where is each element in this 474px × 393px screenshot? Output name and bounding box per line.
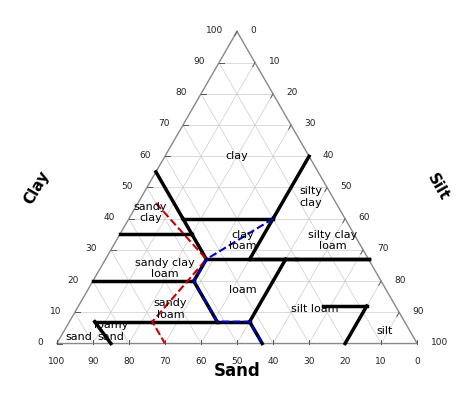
Text: 70: 70 [159,357,171,366]
Text: 40: 40 [104,213,115,222]
Text: 60: 60 [359,213,370,222]
Text: sandy
clay: sandy clay [134,202,167,223]
Text: 10: 10 [269,57,280,66]
Text: 40: 40 [267,357,279,366]
Text: silt: silt [376,326,393,336]
Text: 0: 0 [414,357,420,366]
Text: Clay: Clay [21,168,53,207]
Text: 50: 50 [122,182,133,191]
Text: 80: 80 [395,275,406,285]
Text: 70: 70 [377,244,388,253]
Text: clay: clay [226,151,248,161]
Text: 100: 100 [206,26,223,35]
Text: 80: 80 [176,88,187,97]
Text: loam: loam [228,285,256,296]
Text: sand: sand [65,332,92,342]
Text: 100: 100 [48,357,65,366]
Text: 40: 40 [323,151,334,160]
Text: 0: 0 [37,338,43,347]
Text: loamy
sand: loamy sand [94,320,128,342]
Text: 100: 100 [431,338,448,347]
Text: 30: 30 [86,244,97,253]
Text: 10: 10 [50,307,61,316]
Text: silt loam: silt loam [291,304,338,314]
Text: 90: 90 [87,357,99,366]
Text: 20: 20 [68,275,79,285]
Text: silty
clay: silty clay [300,186,322,208]
Text: Sand: Sand [214,362,260,380]
Text: 50: 50 [231,357,243,366]
Text: 70: 70 [158,119,169,129]
Text: 90: 90 [413,307,424,316]
Text: 60: 60 [195,357,207,366]
Text: 30: 30 [305,119,316,129]
Text: 90: 90 [194,57,205,66]
Text: 0: 0 [251,26,256,35]
Text: clay
loam: clay loam [228,230,256,252]
Text: 50: 50 [341,182,352,191]
Text: sandy
loam: sandy loam [154,298,187,320]
Text: sandy clay
loam: sandy clay loam [135,258,195,279]
Text: Silt: Silt [424,171,451,204]
Text: 30: 30 [303,357,315,366]
Text: 20: 20 [339,357,351,366]
Text: 60: 60 [140,151,151,160]
Text: 80: 80 [123,357,135,366]
Text: 20: 20 [287,88,298,97]
Text: silty clay
loam: silty clay loam [308,230,357,252]
Text: 10: 10 [375,357,387,366]
